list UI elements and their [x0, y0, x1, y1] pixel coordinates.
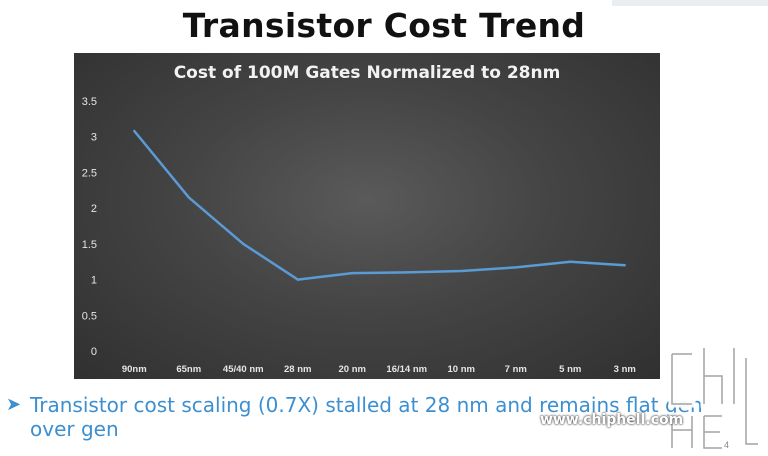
data-point [296, 278, 299, 281]
chart-title: Cost of 100M Gates Normalized to 28nm [173, 63, 561, 83]
y-tick-label: 0.5 [82, 310, 97, 322]
x-tick-label: 7 nm [505, 364, 527, 375]
bullet-point: ➤ Transistor cost scaling (0.7X) stalled… [6, 393, 746, 441]
watermark-text: www.chiphell.com [540, 412, 684, 428]
y-tick-label: 0 [91, 346, 97, 358]
bullet-text: Transistor cost scaling (0.7X) stalled a… [30, 393, 703, 441]
y-tick-label: 1 [91, 275, 97, 287]
data-point [133, 129, 136, 133]
x-tick-label: 3 nm [614, 364, 636, 375]
data-point [569, 260, 572, 263]
chiphell-logo-icon [668, 344, 760, 452]
data-point [460, 269, 463, 273]
x-tick-label: 65nm [176, 364, 201, 375]
top-right-bar [612, 0, 768, 6]
series-line [133, 130, 625, 281]
y-tick-label: 1.5 [82, 239, 97, 251]
page-number: 4 [724, 440, 730, 450]
y-tick-label: 2.5 [82, 167, 97, 179]
x-tick-label: 20 nm [339, 364, 366, 375]
chart-plot: 0 0.5 1 1.5 2 2.5 3 3.5 90nm 65nm 45/40 nm 28 nm 20 … [82, 96, 636, 375]
data-point [514, 266, 517, 269]
x-tick-label: 28 nm [284, 364, 311, 375]
x-tick-label: 90nm [122, 364, 147, 375]
y-tick-label: 2 [91, 203, 97, 215]
data-point [623, 264, 626, 267]
data-point [187, 196, 190, 199]
x-tick-label: 5 nm [559, 364, 581, 375]
data-point [351, 271, 354, 275]
y-tick-label: 3.5 [82, 96, 97, 108]
slide-title: Transistor Cost Trend [182, 6, 586, 45]
y-tick-label: 3 [91, 132, 97, 144]
data-point [242, 242, 245, 246]
x-tick-label: 16/14 nm [386, 364, 427, 375]
arrow-bullet-icon: ➤ [6, 394, 22, 415]
data-point [405, 271, 408, 274]
x-tick-label: 45/40 nm [223, 364, 264, 375]
x-tick-label: 10 nm [448, 364, 475, 375]
